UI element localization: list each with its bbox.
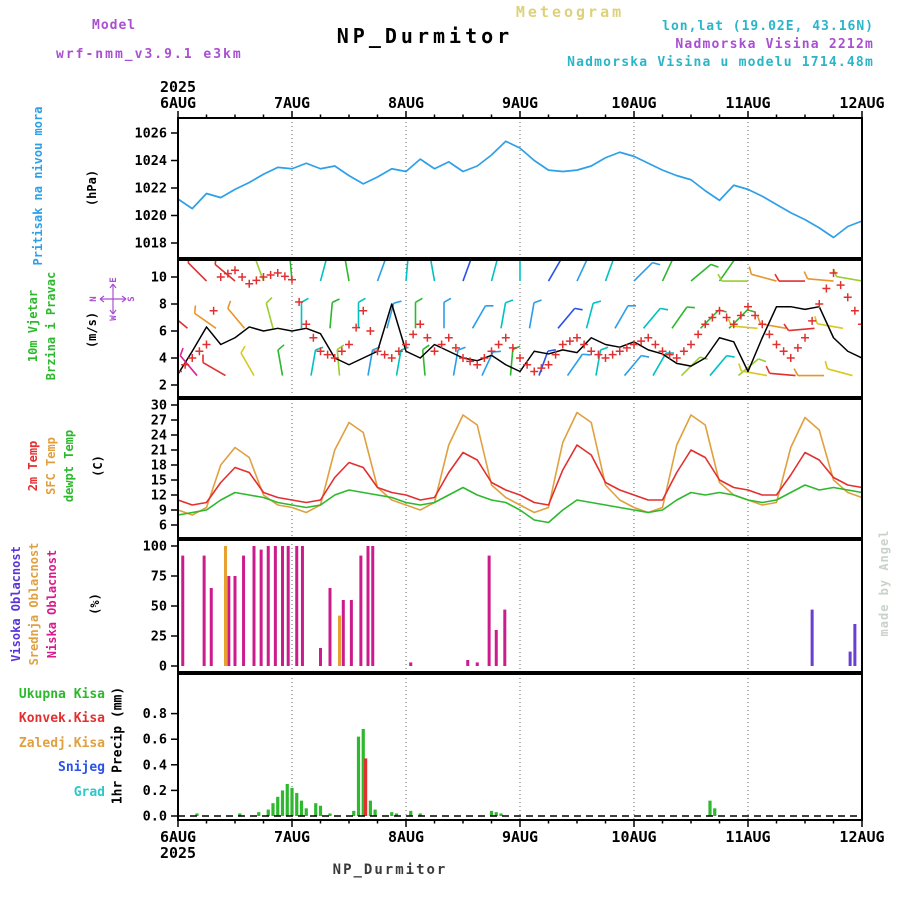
svg-text:9AUG: 9AUG xyxy=(502,94,538,112)
footer-station: NP_Durmitor xyxy=(332,862,448,878)
precip-snow-label: Snijeg xyxy=(58,760,105,775)
svg-text:E: E xyxy=(109,277,119,282)
svg-text:6: 6 xyxy=(159,324,167,340)
svg-text:1026: 1026 xyxy=(134,126,167,142)
precip-frozen-label: Zaledj.Kisa xyxy=(18,736,105,751)
svg-text:7AUG: 7AUG xyxy=(274,828,310,846)
svg-text:1022: 1022 xyxy=(134,181,167,197)
svg-text:25: 25 xyxy=(151,629,167,645)
svg-text:15: 15 xyxy=(151,473,167,489)
app-title: Meteogram xyxy=(515,3,625,21)
precip-total-label: Ukupna Kisa xyxy=(18,687,105,702)
svg-text:6: 6 xyxy=(159,518,167,534)
svg-text:2025: 2025 xyxy=(160,78,196,96)
svg-text:9AUG: 9AUG xyxy=(502,828,538,846)
lonlat-text: lon,lat (19.02E, 43.16N) xyxy=(662,19,874,34)
svg-text:24: 24 xyxy=(151,428,167,444)
svg-text:7AUG: 7AUG xyxy=(274,94,310,112)
svg-text:2025: 2025 xyxy=(160,844,196,862)
precip-hail-label: Grad xyxy=(73,785,105,800)
model-name: wrf-nmm_v3.9.1 e3km xyxy=(56,47,243,62)
svg-text:6AUG: 6AUG xyxy=(160,828,196,846)
model-label: Model xyxy=(92,18,137,33)
elevation-text: Nadmorska Visina 2212m xyxy=(675,37,874,52)
svg-text:11AUG: 11AUG xyxy=(725,828,770,846)
svg-text:12AUG: 12AUG xyxy=(839,828,884,846)
svg-text:21: 21 xyxy=(151,443,167,459)
svg-text:1024: 1024 xyxy=(134,153,167,169)
svg-text:4: 4 xyxy=(159,351,167,367)
svg-text:1018: 1018 xyxy=(134,236,167,252)
svg-text:12AUG: 12AUG xyxy=(839,94,884,112)
svg-text:10: 10 xyxy=(151,270,167,286)
svg-text:N: N xyxy=(89,296,99,301)
svg-text:11AUG: 11AUG xyxy=(725,94,770,112)
station-title: NP_Durmitor xyxy=(336,24,514,48)
model-elevation-text: Nadmorska Visina u modelu 1714.48m xyxy=(567,55,874,70)
svg-text:0.0: 0.0 xyxy=(143,809,167,825)
svg-text:10AUG: 10AUG xyxy=(611,94,656,112)
svg-text:0.4: 0.4 xyxy=(143,757,167,773)
svg-text:0.2: 0.2 xyxy=(143,783,167,799)
svg-text:1020: 1020 xyxy=(134,208,167,224)
precip-axis-label: 1hr Precip (mm) xyxy=(110,686,126,805)
svg-text:0.6: 0.6 xyxy=(143,732,167,748)
svg-text:8: 8 xyxy=(159,297,167,313)
svg-text:100: 100 xyxy=(143,539,167,555)
cloud-high-label: Visoka Oblacnost xyxy=(9,546,23,662)
svg-text:27: 27 xyxy=(151,413,167,429)
watermark: made by Angel xyxy=(877,529,891,637)
svg-text:50: 50 xyxy=(151,599,167,615)
cloud-mid-label: Srednja Oblacnost xyxy=(27,542,41,666)
svg-text:0: 0 xyxy=(159,659,167,675)
svg-text:18: 18 xyxy=(151,458,167,474)
svg-text:10AUG: 10AUG xyxy=(611,828,656,846)
svg-text:W: W xyxy=(109,315,119,321)
svg-text:0.8: 0.8 xyxy=(143,706,167,722)
svg-text:75: 75 xyxy=(151,569,167,585)
svg-text:30: 30 xyxy=(151,398,167,414)
precip-convective-label: Konvek.Kisa xyxy=(18,711,105,726)
svg-text:S: S xyxy=(127,296,137,301)
cloud-unit-label: (%) xyxy=(88,593,102,615)
temp-dewpt-label: dewpt Temp xyxy=(62,429,76,503)
svg-text:9: 9 xyxy=(159,503,167,519)
svg-text:8AUG: 8AUG xyxy=(388,94,424,112)
svg-text:2: 2 xyxy=(159,378,167,394)
svg-text:12: 12 xyxy=(151,488,167,504)
cloud-low-label: Niska Oblacnost xyxy=(45,549,59,659)
svg-text:6AUG: 6AUG xyxy=(160,94,196,112)
svg-text:8AUG: 8AUG xyxy=(388,828,424,846)
